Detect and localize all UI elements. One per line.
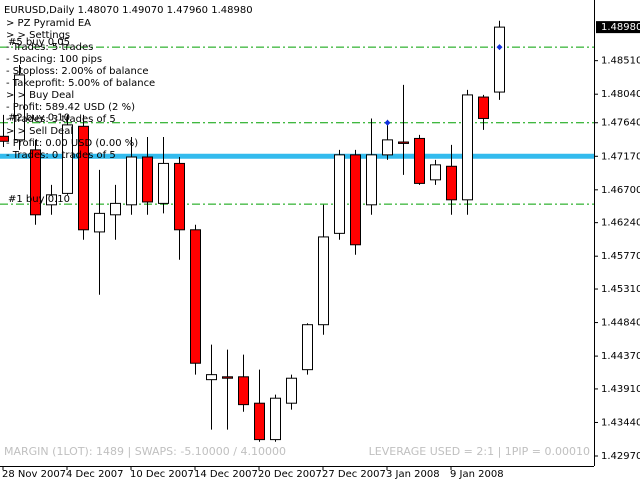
- trade-label: #5 buy 0.05: [8, 37, 70, 48]
- up-body: [286, 377, 297, 404]
- last-price-box: [596, 21, 640, 34]
- y-tick-label: 1.43910: [601, 384, 640, 395]
- y-tick-label: 1.47640: [601, 118, 640, 129]
- up-body: [334, 154, 345, 234]
- y-tick-label: 1.47170: [601, 151, 640, 162]
- y-tick-label: 1.42970: [601, 451, 640, 462]
- info-panel: > PZ Pyramid EA> > Settings- Trades: 5 t…: [6, 18, 155, 161]
- up-body: [494, 26, 505, 93]
- y-tick-label: 1.43440: [601, 417, 640, 428]
- up-body: [302, 324, 313, 371]
- panel-line: - Profit: 0.00 USD (0.00 %): [6, 138, 138, 149]
- footer-left: MARGIN (1LOT): 1489 | SWAPS: -5.10000 / …: [4, 445, 286, 458]
- x-tick-label: 3 Jan 2008: [386, 469, 440, 480]
- panel-line: - Trades: 0 trades of 5: [6, 150, 116, 161]
- panel-line: - Stoploss: 2.00% of balance: [6, 66, 149, 77]
- y-tick-label: 1.45770: [601, 251, 640, 262]
- up-body: [14, 74, 25, 141]
- panel-line: - Spacing: 100 pips: [6, 54, 102, 65]
- x-tick-label: 10 Dec 2007: [130, 469, 194, 480]
- down-body: [78, 125, 89, 231]
- panel-line: > PZ Pyramid EA: [6, 18, 91, 29]
- down-body: [142, 156, 153, 203]
- up-body: [382, 139, 393, 156]
- entry-arrow: [496, 44, 503, 51]
- panel-line: > > Sell Deal: [6, 126, 73, 137]
- header: EURUSD,Daily 1.48070 1.49070 1.47960 1.4…: [4, 5, 253, 16]
- up-body: [46, 194, 57, 206]
- down-body: [478, 96, 489, 119]
- down-body: [30, 149, 41, 216]
- panel-line: - Trades: 3 trades of 5: [6, 114, 116, 125]
- y-tick-label: 1.46240: [601, 218, 640, 229]
- up-body: [110, 202, 121, 216]
- up-body: [270, 397, 281, 441]
- x-tick-label: 28 Nov 2007: [2, 469, 66, 480]
- down-body: [0, 135, 9, 142]
- panel-line: - Profit: 589.42 USD (2 %): [6, 102, 135, 113]
- footer-right: LEVERAGE USED = 2:1 | 1PIP = 0.00010: [369, 445, 590, 458]
- down-body: [414, 137, 425, 184]
- y-tick-label: 1.44370: [601, 351, 640, 362]
- y-tick-label: 1.48040: [601, 89, 640, 100]
- trade-label: #2 buy 0.10: [8, 113, 70, 124]
- x-tick-label: 9 Jan 2008: [450, 469, 504, 480]
- panel-line: > > Settings: [6, 30, 70, 41]
- y-tick-label: 1.45310: [601, 284, 640, 295]
- up-body: [158, 162, 169, 204]
- up-body: [318, 236, 329, 326]
- x-tick-label: 4 Dec 2007: [66, 469, 124, 480]
- trade-label: #1 buy 0.10: [8, 194, 70, 205]
- down-body: [174, 162, 185, 231]
- down-body: [254, 402, 265, 441]
- down-body: [350, 154, 361, 246]
- up-body: [126, 156, 137, 206]
- down-body: [446, 165, 457, 201]
- down-body: [222, 376, 233, 379]
- last-price-label: 1.48980: [601, 22, 640, 33]
- up-body: [62, 124, 73, 194]
- down-body: [190, 229, 201, 364]
- up-body: [94, 212, 105, 233]
- y-tick-label: 1.46700: [601, 185, 640, 196]
- down-body: [398, 141, 409, 144]
- panel-line: > > Buy Deal: [6, 90, 74, 101]
- y-tick-label: 1.44840: [601, 318, 640, 329]
- panel-line: - Trades: 5 trades: [6, 42, 93, 53]
- overlay: EURUSD,Daily 1.48070 1.49070 1.47960 1.4…: [4, 5, 590, 458]
- up-body: [206, 374, 217, 381]
- x-tick-label: 20 Dec 2007: [258, 469, 322, 480]
- x-tick-label: 14 Dec 2007: [194, 469, 258, 480]
- x-tick-label: 27 Dec 2007: [322, 469, 386, 480]
- up-body: [366, 154, 377, 206]
- entry-arrow: [384, 119, 391, 126]
- panel-line: - Takeprofit: 5.00% of balance: [6, 78, 155, 89]
- plot: [0, 20, 594, 442]
- down-body: [238, 376, 249, 406]
- up-body: [430, 164, 441, 181]
- up-body: [462, 94, 473, 201]
- y-tick-label: 1.48510: [601, 56, 640, 67]
